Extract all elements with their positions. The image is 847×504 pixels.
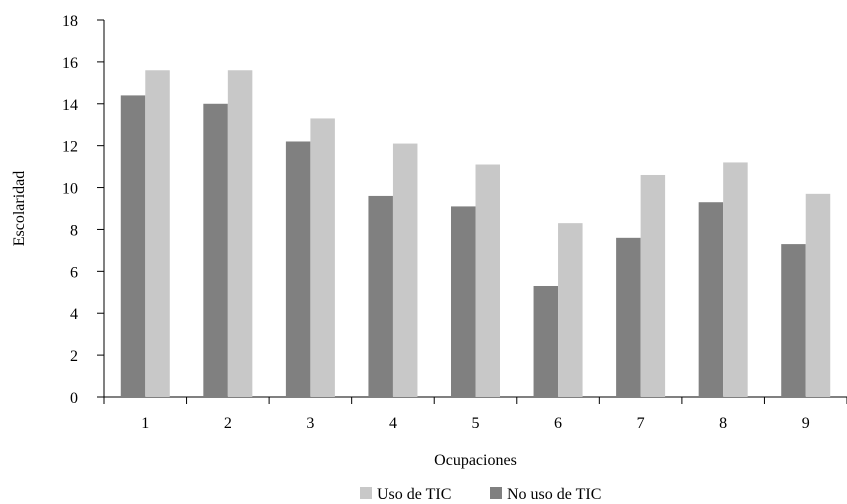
bar-no-uso-4: [368, 195, 393, 397]
y-tick-label: 18: [62, 13, 78, 30]
bar-no-uso-2: [203, 103, 228, 398]
bar-uso-4: [392, 143, 418, 397]
legend-swatch: [490, 487, 502, 499]
bar-uso-3: [310, 118, 335, 397]
y-tick-label: 8: [70, 222, 78, 239]
bar-no-uso-7: [616, 237, 641, 397]
bar-no-uso-3: [285, 141, 311, 397]
y-axis-title: Escolaridad: [11, 171, 28, 247]
y-tick-label: 16: [62, 55, 78, 72]
y-tick-label: 4: [70, 306, 78, 323]
y-tick-label: 14: [62, 97, 78, 114]
bar-no-uso-6: [533, 285, 559, 397]
legend: Uso de TIC No uso de TIC: [360, 486, 601, 503]
y-tick-label: 2: [70, 348, 78, 365]
bar-no-uso-1: [120, 95, 146, 398]
bar-no-uso-9: [781, 244, 806, 397]
x-tick-label: 5: [472, 415, 480, 432]
x-tick-label: 4: [389, 415, 397, 432]
bar-uso-9: [805, 193, 831, 397]
bar-uso-6: [558, 223, 583, 397]
y-tick-label: 0: [70, 390, 78, 407]
legend-label: Uso de TIC: [377, 486, 451, 503]
bars: [120, 70, 831, 398]
bar-no-uso-8: [698, 202, 724, 397]
bar-uso-1: [145, 70, 170, 398]
y-tick-label: 6: [70, 264, 78, 281]
bar-uso-5: [475, 164, 500, 397]
x-axis: 1 2 3 4 5 6 7 8 9: [103, 396, 847, 432]
legend-label: No uso de TIC: [507, 486, 601, 503]
x-axis-title: Ocupaciones: [434, 452, 517, 469]
bar-uso-8: [723, 162, 748, 397]
x-tick-label: 3: [306, 415, 314, 432]
y-tick-label: 12: [62, 139, 78, 156]
bar-no-uso-5: [451, 206, 476, 397]
y-tick-label: 10: [62, 181, 78, 198]
x-tick-label: 8: [719, 415, 727, 432]
bar-uso-7: [640, 174, 666, 397]
legend-swatch: [360, 487, 372, 499]
x-tick-label: 7: [637, 415, 645, 432]
y-axis: 0 2 4 6 8 10 12 14 16 18: [62, 13, 105, 407]
bar-uso-2: [227, 70, 253, 398]
x-tick-label: 1: [141, 415, 149, 432]
x-tick-label: 6: [554, 415, 562, 432]
x-tick-label: 9: [802, 415, 810, 432]
x-tick-label: 2: [224, 415, 232, 432]
